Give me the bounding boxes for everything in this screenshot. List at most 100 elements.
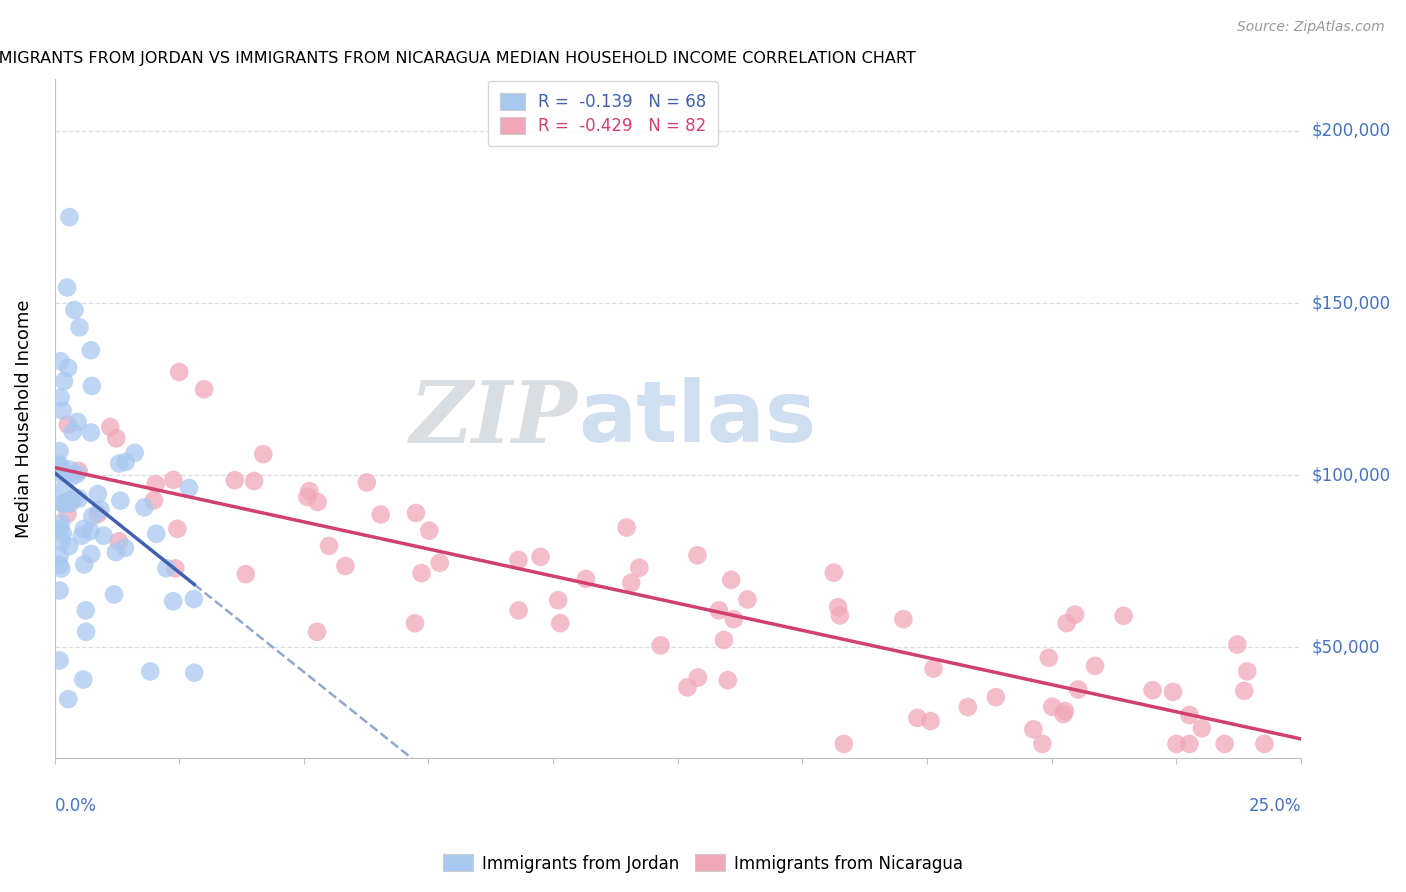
Point (1213, 737, 1236, 751)
Point (1142, 683, 1164, 698)
Point (63, 303, 86, 318)
Text: IMMIGRANTS FROM JORDAN VS IMMIGRANTS FROM NICARAGUA MEDIAN HOUSEHOLD INCOME CORR: IMMIGRANTS FROM JORDAN VS IMMIGRANTS FRO… (0, 51, 915, 66)
Point (620, 575, 643, 590)
Point (48, 549, 70, 563)
Point (922, 662, 945, 676)
Point (183, 592, 205, 607)
Point (162, 594, 184, 608)
Point (686, 549, 709, 563)
Point (1052, 707, 1074, 722)
Point (1178, 737, 1201, 751)
Point (58, 462, 80, 476)
Point (1191, 721, 1213, 735)
Point (52, 483, 75, 497)
Y-axis label: Median Household Income: Median Household Income (15, 299, 32, 538)
Text: $200,000: $200,000 (1312, 122, 1391, 140)
Point (80, 547, 103, 561)
Point (145, 477, 167, 491)
Point (60, 469, 83, 483)
Point (48, 583, 70, 598)
Point (356, 475, 378, 490)
Point (58, 493, 80, 508)
Point (335, 559, 357, 574)
Legend: Immigrants from Jordan, Immigrants from Nicaragua: Immigrants from Jordan, Immigrants from … (436, 847, 970, 880)
Point (80, 379, 103, 393)
Point (56, 507, 79, 521)
Point (49, 391, 72, 405)
Point (155, 561, 177, 575)
Point (82, 509, 104, 524)
Point (48, 653, 70, 667)
Text: $50,000: $50,000 (1312, 639, 1381, 657)
Point (723, 612, 745, 626)
Legend: R =  -0.139   N = 68, R =  -0.429   N = 82: R = -0.139 N = 68, R = -0.429 N = 82 (488, 81, 718, 146)
Point (676, 681, 699, 695)
Point (508, 603, 530, 617)
Point (707, 603, 730, 617)
Point (55, 467, 77, 481)
Point (235, 567, 257, 582)
Point (1084, 659, 1107, 673)
Point (1253, 737, 1275, 751)
Point (73, 522, 96, 536)
Point (891, 612, 914, 626)
Point (1022, 723, 1045, 737)
Point (59, 496, 82, 510)
Point (114, 541, 136, 555)
Point (58, 360, 80, 375)
Point (1178, 708, 1201, 723)
Point (134, 500, 156, 515)
Point (1236, 665, 1258, 679)
Point (48, 458, 70, 472)
Point (87, 487, 110, 501)
Point (1053, 704, 1076, 718)
Point (956, 700, 979, 714)
Point (70, 529, 93, 543)
Text: atlas: atlas (578, 377, 817, 460)
Point (1038, 650, 1060, 665)
Point (547, 593, 569, 607)
Point (429, 556, 451, 570)
Point (56, 496, 79, 510)
Point (142, 493, 165, 508)
Point (53, 374, 76, 388)
Point (165, 561, 187, 575)
Point (105, 431, 128, 445)
Point (628, 560, 651, 574)
Point (58, 539, 80, 553)
Point (110, 493, 132, 508)
Point (48, 444, 70, 458)
Point (48, 459, 70, 474)
Point (305, 624, 328, 639)
Point (1056, 616, 1078, 631)
Point (827, 600, 849, 615)
Text: 25.0%: 25.0% (1249, 797, 1301, 814)
Point (80, 425, 103, 440)
Point (177, 481, 200, 495)
Point (48, 522, 70, 536)
Point (48, 558, 70, 572)
Point (686, 671, 709, 685)
Point (56, 417, 79, 432)
Point (66, 467, 89, 481)
Point (49, 354, 72, 368)
Point (93, 529, 115, 543)
Point (650, 639, 672, 653)
Point (51, 516, 73, 530)
Point (75, 624, 97, 639)
Point (75, 603, 97, 617)
Point (298, 484, 321, 499)
Text: $150,000: $150,000 (1312, 294, 1391, 312)
Point (508, 553, 530, 567)
Point (1226, 638, 1249, 652)
Point (62, 425, 84, 439)
Point (575, 572, 598, 586)
Point (51, 534, 73, 549)
Point (72, 673, 94, 687)
Point (1161, 685, 1184, 699)
Point (183, 665, 205, 680)
Point (737, 592, 759, 607)
Point (713, 632, 735, 647)
Text: Source: ZipAtlas.com: Source: ZipAtlas.com (1237, 20, 1385, 34)
Point (1031, 737, 1053, 751)
